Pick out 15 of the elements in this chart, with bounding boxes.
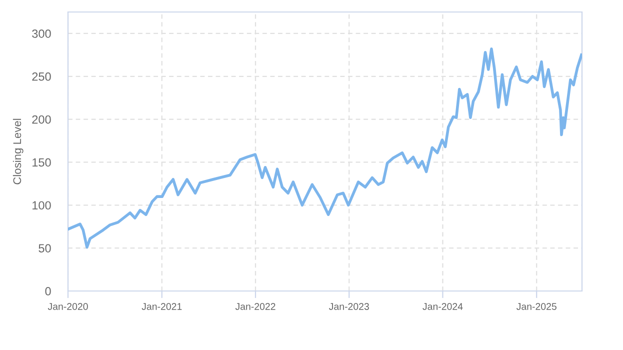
y-tick-label: 0 [45, 287, 51, 296]
y-tick-label: 50 [38, 244, 51, 252]
x-tick-label: Jan-2022 [235, 303, 276, 310]
y-tick-label: 200 [32, 115, 51, 124]
y-tick-label: 150 [32, 158, 51, 167]
y-axis-title: Closing Level [12, 118, 24, 184]
x-tick-label: Jan-2024 [422, 303, 463, 310]
y-tick-label: 100 [32, 201, 51, 210]
y-tick-label: 250 [32, 72, 51, 81]
y-tick-label: 300 [32, 29, 51, 38]
x-tick-label: Jan-2023 [328, 303, 369, 310]
line-series [68, 48, 582, 249]
x-tick-label: Jan-2021 [142, 303, 182, 310]
x-tick-label: Jan-2020 [48, 303, 88, 310]
x-tick-label: Jan-2025 [516, 303, 556, 310]
